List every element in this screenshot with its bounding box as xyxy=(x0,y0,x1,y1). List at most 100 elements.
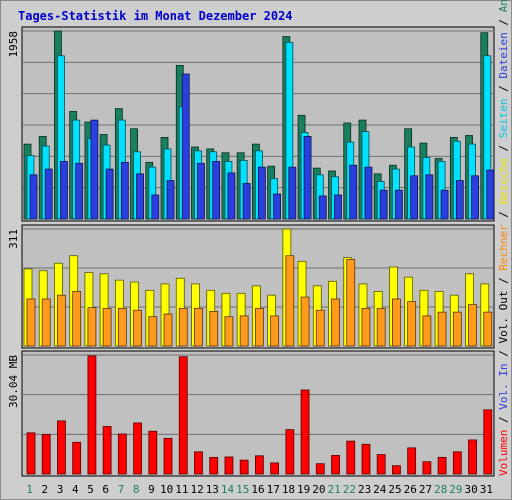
bar-rechner-day-7 xyxy=(117,307,127,347)
x-tick-label: 6 xyxy=(102,483,109,496)
bar-volumen-day-7 xyxy=(117,433,127,475)
bar-seiten-day-5 xyxy=(90,119,99,220)
x-tick-label: 25 xyxy=(388,483,401,496)
bar-seiten-day-11 xyxy=(181,73,190,220)
panel-besuche-rechner: 311 xyxy=(7,224,495,349)
bar-rechner-day-25 xyxy=(392,298,401,347)
x-tick-label: 17 xyxy=(267,483,280,496)
bar-volumen-day-9 xyxy=(148,430,158,475)
bar-seiten-day-26 xyxy=(410,175,419,220)
bar-rechner-day-21 xyxy=(331,298,340,347)
bar-seiten-day-22 xyxy=(349,164,358,220)
bar-seiten-day-8 xyxy=(136,173,144,220)
x-tick-label: 23 xyxy=(358,483,371,496)
bar-volumen-day-16 xyxy=(254,455,264,475)
bar-seiten-day-1 xyxy=(29,174,38,220)
x-axis-day-labels: 1 2 3 4 5 6 7 8 9 10 11 12 13 14 15 16 17 18 19 20 21 22 23 24 2… xyxy=(26,483,493,496)
bar-seiten-day-29 xyxy=(455,180,464,220)
side-legend-entry: Besuche xyxy=(497,158,510,204)
bar-seiten-day-10 xyxy=(166,180,175,220)
y-max-label: 30.04 MB xyxy=(7,355,20,408)
bar-rechner-day-1 xyxy=(26,298,36,347)
bar-rechner-day-14 xyxy=(224,316,234,347)
bar-rechner-day-18 xyxy=(285,255,295,347)
y-max-label: 311 xyxy=(7,229,20,249)
bar-volumen-day-28 xyxy=(437,456,447,475)
side-legend-entry: Vol. In xyxy=(497,363,510,409)
bar-seiten-day-25 xyxy=(395,189,403,220)
bar-volumen-day-31 xyxy=(483,409,493,475)
bar-rechner-day-8 xyxy=(133,309,142,347)
x-tick-label: 10 xyxy=(160,483,173,496)
x-tick-label: 22 xyxy=(343,483,356,496)
x-tick-label: 21 xyxy=(328,483,341,496)
bar-seiten-day-2 xyxy=(44,168,53,220)
bar-volumen-day-21 xyxy=(331,454,340,475)
bar-volumen-day-14 xyxy=(224,456,234,475)
bar-rechner-day-28 xyxy=(437,311,447,347)
bar-rechner-day-23 xyxy=(361,307,371,347)
bar-rechner-day-5 xyxy=(87,307,97,347)
x-tick-label: 9 xyxy=(148,483,155,496)
bar-volumen-day-2 xyxy=(41,433,51,475)
bar-volumen-day-5 xyxy=(87,355,97,475)
x-tick-label: 2 xyxy=(42,483,49,496)
x-tick-label: 26 xyxy=(404,483,417,496)
side-legend-entry: Volumen xyxy=(497,430,510,476)
bar-rechner-day-2 xyxy=(41,298,51,347)
bar-volumen-day-23 xyxy=(361,443,371,475)
x-tick-label: 13 xyxy=(206,483,219,496)
bar-volumen-day-25 xyxy=(392,465,401,475)
bar-seiten-day-16 xyxy=(257,166,266,220)
chart-panels: 1958 311 30.04 MB xyxy=(7,26,495,477)
chart-title: Tages-Statistik im Monat Dezember 2024 xyxy=(18,9,293,23)
bar-seiten-day-27 xyxy=(425,174,434,220)
x-tick-label: 8 xyxy=(133,483,140,496)
x-tick-label: 14 xyxy=(221,483,235,496)
bar-rechner-day-16 xyxy=(254,307,264,347)
bar-seiten-day-20 xyxy=(318,195,327,220)
bar-volumen-day-13 xyxy=(209,456,219,475)
side-legend-entry: / xyxy=(497,271,510,291)
bar-seiten-day-23 xyxy=(364,166,373,220)
bar-seiten-day-19 xyxy=(303,136,312,220)
side-legend-entry: Seiten xyxy=(497,98,510,138)
bar-volumen-day-4 xyxy=(72,441,82,475)
side-legend-entry: / xyxy=(497,79,510,99)
side-legend-entry: Vol. Out xyxy=(497,291,510,344)
side-legend-entry: / xyxy=(497,204,510,224)
bar-rechner-day-24 xyxy=(376,307,386,347)
bar-volumen-day-22 xyxy=(346,440,356,475)
x-tick-label: 18 xyxy=(282,483,295,496)
bar-volumen-day-12 xyxy=(194,451,203,475)
bar-rechner-day-26 xyxy=(407,301,417,347)
bar-rechner-day-22 xyxy=(346,259,356,347)
bar-rechner-day-17 xyxy=(270,315,280,347)
bar-volumen-day-24 xyxy=(376,454,386,475)
x-tick-label: 4 xyxy=(72,483,79,496)
side-legend-entry: Dateien xyxy=(497,32,510,78)
x-tick-label: 7 xyxy=(118,483,125,496)
x-tick-label: 28 xyxy=(434,483,447,496)
side-legend-entry: / xyxy=(497,344,510,364)
bar-seiten-day-15 xyxy=(242,183,251,220)
bar-rechner-day-30 xyxy=(468,304,477,347)
x-tick-label: 30 xyxy=(465,483,478,496)
bar-volumen-day-3 xyxy=(57,420,66,475)
x-tick-label: 16 xyxy=(251,483,264,496)
x-tick-label: 12 xyxy=(190,483,203,496)
bar-volumen-day-20 xyxy=(315,463,325,475)
bar-seiten-day-9 xyxy=(151,194,160,220)
bar-volumen-day-29 xyxy=(452,451,462,475)
x-tick-label: 3 xyxy=(57,483,64,496)
x-tick-label: 19 xyxy=(297,483,310,496)
x-tick-label: 24 xyxy=(373,483,387,496)
bar-seiten-day-14 xyxy=(227,172,236,220)
bar-volumen-day-27 xyxy=(422,461,432,475)
bar-seiten-day-3 xyxy=(60,160,68,220)
bar-seiten-day-7 xyxy=(120,161,129,220)
bar-seiten-day-18 xyxy=(288,166,297,220)
x-tick-label: 27 xyxy=(419,483,432,496)
bar-volumen-day-10 xyxy=(163,437,173,475)
side-legend: Volumen / Vol. In / Vol. Out / Rechner /… xyxy=(497,0,510,476)
